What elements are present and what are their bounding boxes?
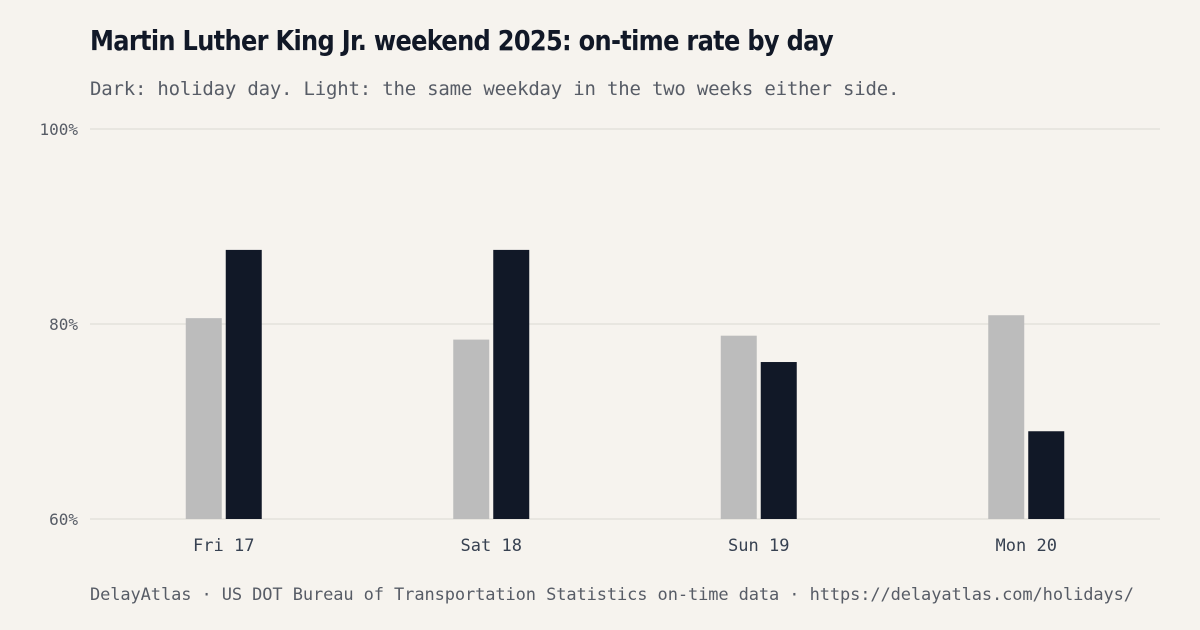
- x-tick-label: Fri 17: [193, 536, 254, 556]
- y-tick-label: 60%: [49, 510, 78, 529]
- y-axis-ticks: 60% 80% 100%: [39, 120, 78, 529]
- chart-subtitle: Dark: holiday day. Light: the same weekd…: [90, 78, 900, 100]
- holiday-bar: [493, 249, 530, 519]
- holiday-bar: [225, 249, 262, 519]
- baseline-bar: [720, 335, 757, 519]
- y-tick-label: 80%: [49, 315, 78, 334]
- source-footer: DelayAtlas · US DOT Bureau of Transporta…: [90, 585, 1134, 605]
- x-tick-label: Sun 19: [728, 536, 789, 556]
- holiday-bar: [760, 362, 797, 519]
- x-axis-ticks: Fri 17 Sat 18 Sun 19 Mon 20: [193, 536, 1057, 556]
- baseline-bar: [453, 339, 490, 519]
- x-tick-label: Sat 18: [461, 536, 522, 556]
- holiday-bar: [1028, 431, 1065, 519]
- x-tick-label: Mon 20: [996, 536, 1057, 556]
- baseline-bar: [185, 318, 222, 519]
- chart-title: Martin Luther King Jr. weekend 2025: on-…: [90, 24, 834, 57]
- gridlines: [90, 128, 1160, 520]
- bars: [185, 249, 1065, 519]
- y-tick-label: 100%: [39, 120, 78, 139]
- baseline-bar: [988, 315, 1025, 519]
